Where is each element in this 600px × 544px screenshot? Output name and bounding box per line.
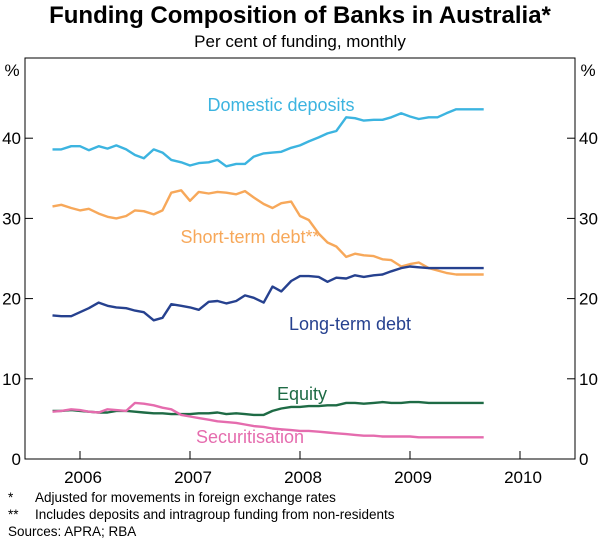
y-tick-label-left: 40 xyxy=(2,129,21,148)
x-tick-label: 2007 xyxy=(174,468,212,487)
x-tick-label: 2006 xyxy=(64,468,102,487)
footnote-mark: ** xyxy=(8,507,19,522)
series-label: Domestic deposits xyxy=(207,95,354,115)
x-tick-label: 2010 xyxy=(504,468,542,487)
footnote-mark: * xyxy=(8,490,14,505)
x-tick-label: 2009 xyxy=(394,468,432,487)
series-line-4 xyxy=(52,400,484,417)
series-line-5 xyxy=(52,401,484,439)
y-tick-label-left: 0 xyxy=(12,450,21,469)
y-tick-label-right: 40 xyxy=(579,129,598,148)
y-tick-label-right: 30 xyxy=(579,209,598,228)
footnote-2: ** Includes deposits and intragroup fundi… xyxy=(8,506,394,523)
y-tick-label-left: 20 xyxy=(2,290,21,309)
series-line-2 xyxy=(52,189,484,276)
y-unit-right: % xyxy=(580,61,595,80)
series-label: Short-term debt** xyxy=(180,227,319,247)
series-label: Long-term debt xyxy=(289,314,411,334)
sources: Sources: APRA; RBA xyxy=(8,524,137,539)
footnote-text: Includes deposits and intragroup funding… xyxy=(35,507,395,522)
chart-subtitle: Per cent of funding, monthly xyxy=(194,32,406,51)
footnotes: * Adjusted for movements in foreign excha… xyxy=(8,489,394,540)
series-line-3 xyxy=(52,265,484,322)
y-tick-label-left: 30 xyxy=(2,209,21,228)
y-tick-label-right: 20 xyxy=(579,290,598,309)
series-label: Securitisation xyxy=(196,427,304,447)
series-line-1 xyxy=(52,108,484,168)
footnote-1: * Adjusted for movements in foreign excha… xyxy=(8,489,394,506)
y-tick-label-right: 10 xyxy=(579,370,598,389)
chart-title: Funding Composition of Banks in Australi… xyxy=(49,2,551,29)
y-tick-label-right: 0 xyxy=(579,450,588,469)
footnote-text: Adjusted for movements in foreign exchan… xyxy=(35,490,336,505)
series-label: Equity xyxy=(277,384,327,404)
y-tick-label-left: 10 xyxy=(2,370,21,389)
y-unit-left: % xyxy=(4,61,19,80)
x-tick-label: 2008 xyxy=(284,468,322,487)
